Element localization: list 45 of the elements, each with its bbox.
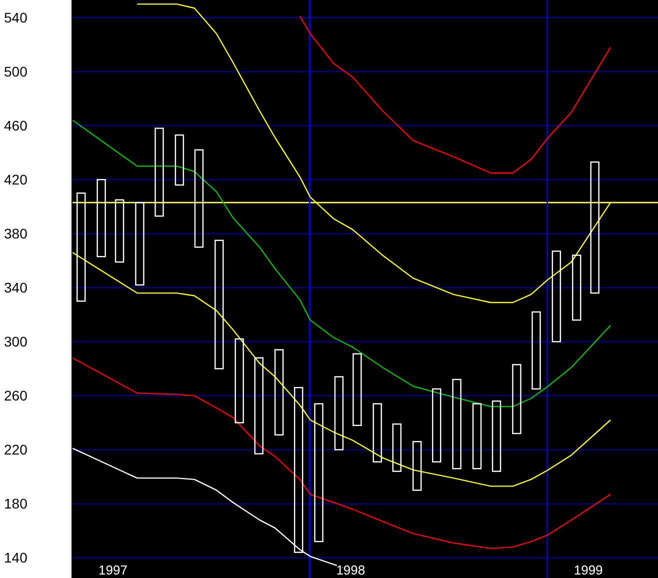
bar (590, 161, 600, 294)
bar (472, 403, 482, 470)
y-tick-label: 300 (4, 334, 28, 350)
bar (174, 134, 184, 186)
line-series (299, 16, 612, 174)
bar (274, 349, 284, 436)
y-tick-label: 140 (4, 550, 28, 566)
bar (154, 128, 164, 217)
y-tick-label: 340 (4, 280, 28, 296)
y-tick-label: 460 (4, 118, 28, 134)
bar (492, 400, 502, 472)
y-tick-label: 380 (4, 226, 28, 242)
bar (114, 199, 124, 263)
bar (194, 149, 204, 248)
bar (572, 254, 582, 321)
line-series (72, 120, 612, 408)
x-tick-label: 1999 (574, 562, 603, 578)
bar (234, 338, 244, 424)
line-series (72, 252, 612, 487)
bar (96, 179, 106, 258)
bar (412, 441, 422, 491)
bar (352, 353, 362, 426)
y-tick-label: 500 (4, 64, 28, 80)
bar (254, 357, 264, 454)
y-tick-label: 180 (4, 496, 28, 512)
y-tick-label: 420 (4, 172, 28, 188)
x-tick-label: 1997 (98, 562, 128, 578)
bar (532, 311, 541, 390)
x-tick-label: 1998 (336, 562, 366, 578)
bar (314, 403, 324, 542)
y-tick-label: 220 (4, 442, 28, 458)
y-tick-label: 540 (4, 10, 28, 26)
bar (135, 202, 144, 286)
line-series (136, 3, 612, 304)
bar (76, 192, 86, 302)
bar (552, 250, 562, 342)
bar (392, 423, 402, 472)
line-series (72, 357, 612, 549)
bar (432, 388, 442, 462)
bar (214, 240, 224, 370)
bar (372, 403, 382, 462)
bar (334, 376, 344, 450)
bar (452, 378, 462, 470)
y-tick-label: 260 (4, 388, 28, 404)
bar (512, 364, 522, 434)
